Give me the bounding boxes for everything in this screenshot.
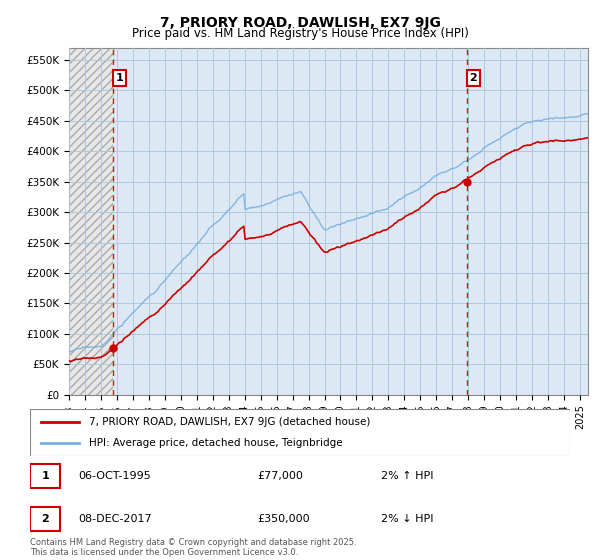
Text: 06-OCT-1995: 06-OCT-1995 xyxy=(79,471,151,481)
Text: 1: 1 xyxy=(116,73,124,83)
Text: 2% ↓ HPI: 2% ↓ HPI xyxy=(381,514,433,524)
FancyBboxPatch shape xyxy=(30,507,60,531)
Text: 7, PRIORY ROAD, DAWLISH, EX7 9JG (detached house): 7, PRIORY ROAD, DAWLISH, EX7 9JG (detach… xyxy=(89,417,371,427)
Text: 7, PRIORY ROAD, DAWLISH, EX7 9JG: 7, PRIORY ROAD, DAWLISH, EX7 9JG xyxy=(160,16,440,30)
Text: 1: 1 xyxy=(41,471,49,481)
Text: £350,000: £350,000 xyxy=(257,514,310,524)
Text: 2: 2 xyxy=(470,73,477,83)
Text: Contains HM Land Registry data © Crown copyright and database right 2025.
This d: Contains HM Land Registry data © Crown c… xyxy=(30,538,356,557)
FancyBboxPatch shape xyxy=(30,464,60,488)
Text: 2: 2 xyxy=(41,514,49,524)
FancyBboxPatch shape xyxy=(30,409,570,456)
Bar xyxy=(69,48,113,395)
Text: £77,000: £77,000 xyxy=(257,471,302,481)
Text: 2% ↑ HPI: 2% ↑ HPI xyxy=(381,471,433,481)
Text: 08-DEC-2017: 08-DEC-2017 xyxy=(79,514,152,524)
Text: Price paid vs. HM Land Registry's House Price Index (HPI): Price paid vs. HM Land Registry's House … xyxy=(131,27,469,40)
Text: HPI: Average price, detached house, Teignbridge: HPI: Average price, detached house, Teig… xyxy=(89,438,343,448)
